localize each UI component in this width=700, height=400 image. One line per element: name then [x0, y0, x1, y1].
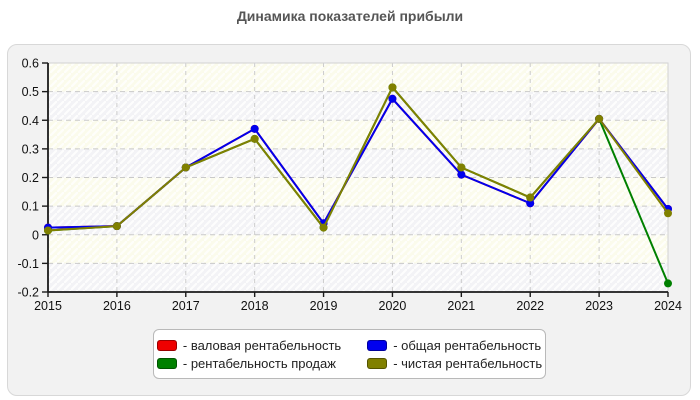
legend-swatch-icon: [156, 357, 177, 369]
data-point: [595, 114, 604, 123]
y-tick-label: 0.6: [22, 57, 39, 71]
x-tick-label: 2024: [654, 299, 682, 313]
data-point: [457, 163, 466, 172]
data-point: [319, 223, 328, 232]
y-tick-label: -0.1: [17, 257, 39, 271]
x-tick-label: 2020: [379, 299, 407, 313]
data-point: [112, 222, 121, 231]
data-point: [457, 170, 466, 179]
data-point: [664, 209, 672, 218]
legend-swatch-icon: [156, 339, 177, 351]
x-tick-label: 2015: [34, 299, 62, 313]
legend-item: - общая рентабельность: [367, 338, 542, 353]
data-point: [250, 124, 259, 133]
chart-panel: 0.6 0.5 0.4 0.3 0.2 0.1 0 -0.1 -0.2 2015 2016 2017 2…: [7, 44, 691, 396]
data-point: [526, 199, 535, 208]
y-tick-label: 0.5: [22, 85, 39, 99]
legend-label: - чистая рентабельность: [393, 355, 543, 371]
legend-swatch-icon: [367, 357, 388, 369]
data-point: [250, 134, 259, 143]
x-tick-label: 2023: [585, 299, 613, 313]
x-tick-label: 2022: [516, 299, 544, 313]
legend-label: - рентабельность продаж: [182, 355, 336, 371]
x-tick-label: 2021: [447, 299, 475, 313]
chart-legend: - валовая рентабельность - общая рентабел…: [153, 329, 546, 379]
y-tick-label: 0.4: [22, 114, 39, 128]
series-line: [47, 86, 669, 232]
x-tick-label: 2017: [172, 299, 200, 313]
data-point: [388, 83, 397, 92]
data-point: [44, 226, 52, 235]
legend-item: - рентабельность продаж: [156, 355, 341, 371]
x-tick-label: 2016: [103, 299, 131, 313]
x-tick-label: 2019: [310, 299, 338, 313]
legend-item: - чистая рентабельность: [367, 356, 542, 371]
data-point: [181, 163, 190, 172]
x-tick-label: 2018: [241, 299, 269, 313]
y-tick-label: 0: [32, 228, 39, 242]
data-point: [388, 94, 397, 103]
legend-item: - валовая рентабельность: [156, 337, 342, 353]
y-tick-label: 0.3: [22, 142, 39, 156]
legend-label: - валовая рентабельность: [182, 337, 342, 353]
page-title: Динамика показателей прибыли: [236, 8, 464, 24]
data-point: [526, 193, 535, 202]
y-tick-label: 0.1: [22, 200, 39, 214]
y-tick-label: 0.2: [22, 171, 39, 185]
legend-swatch-icon: [367, 339, 388, 351]
legend-label: - общая рентабельность: [393, 337, 542, 353]
y-tick-label: -0.2: [17, 286, 39, 300]
data-point: [664, 279, 672, 288]
